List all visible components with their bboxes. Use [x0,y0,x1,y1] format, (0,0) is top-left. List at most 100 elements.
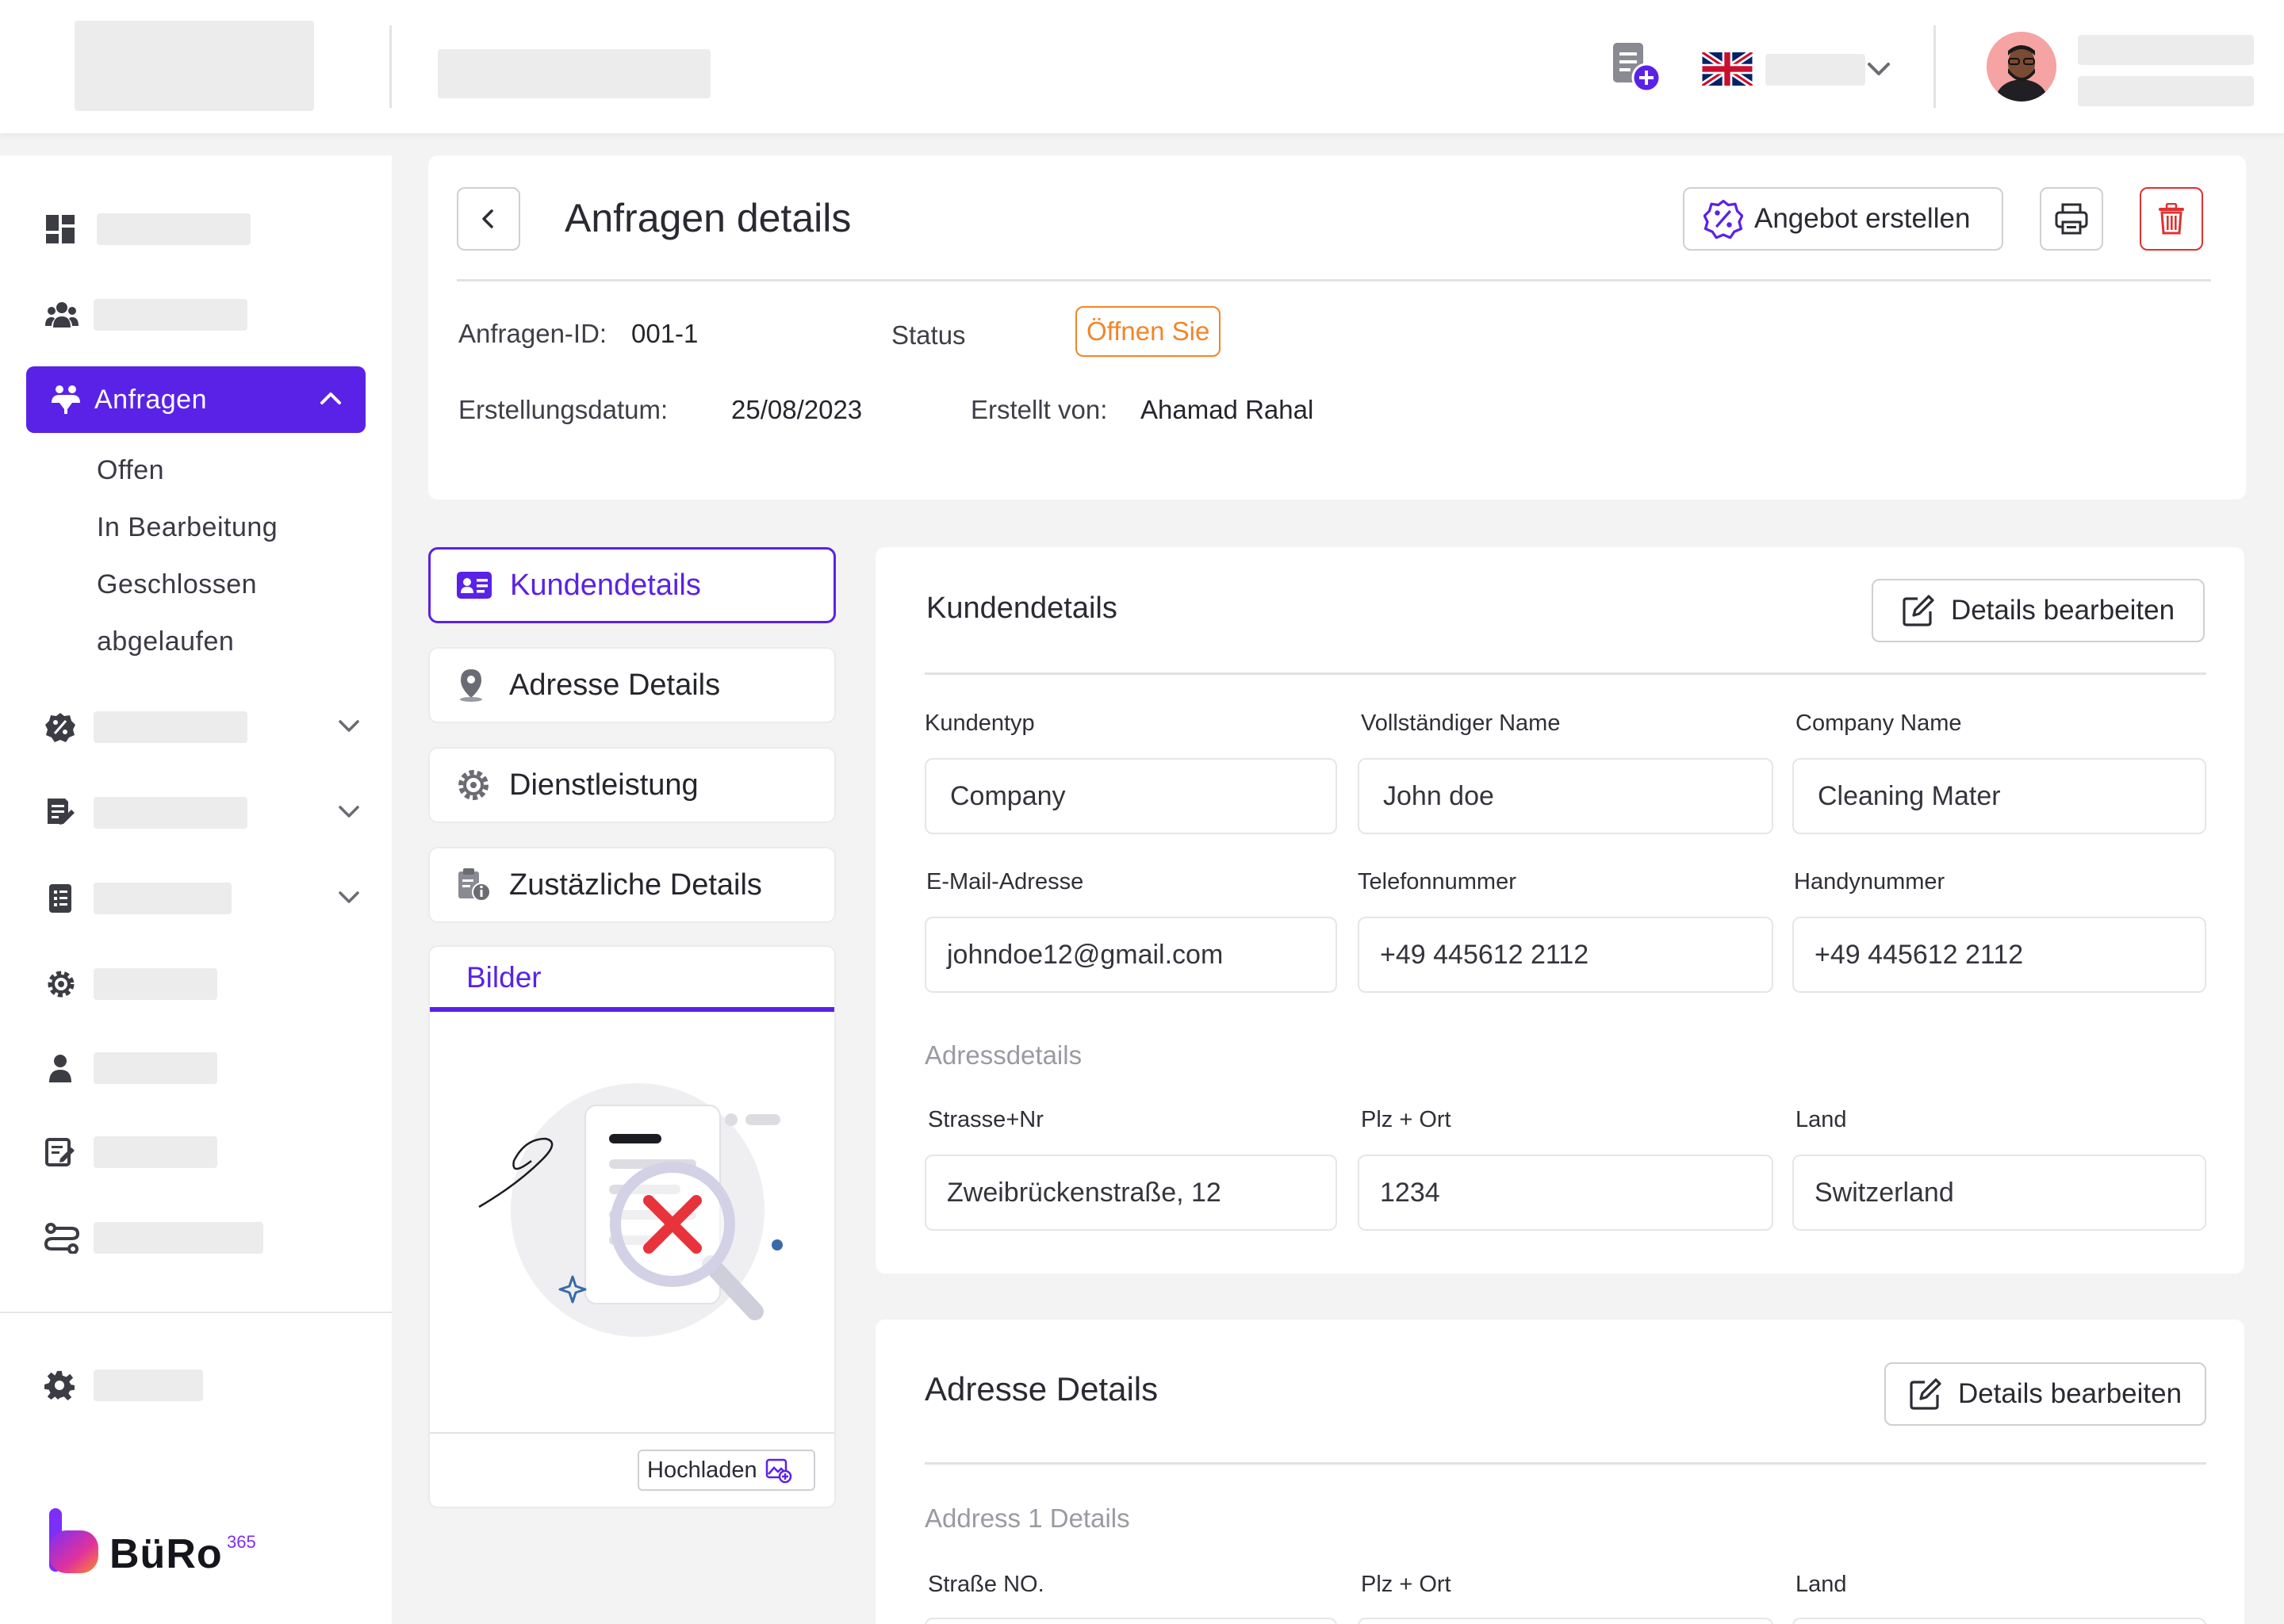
created-by-value: Ahamad Rahal [1140,395,1314,424]
sidebar-item-settings[interactable] [44,1358,362,1413]
language-selector[interactable] [1700,49,1894,89]
field-label: Strasse+Nr [928,1107,1044,1132]
sidebar-subitem-expired[interactable]: abgelaufen [97,626,235,657]
tab-label: Adresse Details [509,668,721,702]
sidebar-item-offers[interactable] [44,699,362,755]
address-subsection-title: Adressdetails [925,1040,1083,1070]
tab-label: Zustäzliche Details [509,868,762,902]
users-group-icon [44,301,86,329]
route-icon [44,1222,86,1254]
address-zip-field[interactable] [1358,1618,1773,1624]
id-card-icon [456,571,502,599]
zip-city-field[interactable]: 1234 [1358,1155,1773,1231]
user-role-placeholder [2078,76,2254,106]
sidebar-label-placeholder [94,1222,263,1254]
logo-superscript: 365 [227,1532,256,1552]
percent-badge-icon [1703,199,1743,239]
customer-details-card: Kundendetails Details bearbeiten Kundent… [876,547,2244,1274]
add-image-icon [765,1457,792,1484]
requests-icon [50,384,82,416]
service-gear-icon [44,967,86,1001]
created-by-label: Erstellt von: [971,395,1108,424]
mobile-field[interactable]: +49 445612 2112 [1792,917,2206,993]
sidebar-label-placeholder [94,299,247,331]
edit-icon [1909,1377,1942,1411]
phone-field[interactable]: +49 445612 2112 [1358,917,1773,993]
customer-type-field[interactable]: Company [925,758,1337,834]
sidebar-label-placeholder [94,968,217,1000]
invoice-icon [44,883,86,914]
sidebar-item-customers[interactable] [44,287,362,343]
sidebar-divider [0,1312,392,1313]
sidebar-item-employees[interactable] [44,1040,362,1096]
sidebar-subitem-in-progress[interactable]: In Bearbeitung [97,512,278,542]
request-id-value: 001-1 [631,319,699,348]
edit-label: Details bearbeiten [1950,595,2175,626]
address-street-field[interactable] [925,1618,1337,1624]
percent-badge-icon [44,711,86,743]
header-divider-right [1933,25,1936,108]
print-button[interactable] [2040,187,2103,251]
create-offer-label: Angebot erstellen [1754,203,1971,234]
images-title: Bilder [466,961,542,994]
chevron-down-icon [336,714,362,741]
sidebar-subitem-closed[interactable]: Geschlossen [97,569,258,599]
company-name-field[interactable]: Cleaning Mater [1792,758,2206,834]
created-date-value: 25/08/2023 [731,395,863,424]
sidebar-item-invoices[interactable] [44,871,362,926]
tab-additional-details[interactable]: Zustäzliche Details [428,847,836,923]
full-name-field[interactable]: John doe [1358,758,1773,834]
images-card: Bilder Hochladen [428,945,836,1508]
request-details-card: Anfragen details Angebot erstellen Anfra… [428,155,2246,500]
field-label: Kundentyp [925,710,1035,736]
avatar[interactable] [1987,32,2056,102]
chevron-down-icon [336,885,362,913]
logo-text: BüRo [109,1531,223,1577]
header-divider [389,25,392,108]
sidebar-subitem-open[interactable]: Offen [97,455,165,485]
field-label: Straße NO. [928,1572,1044,1597]
sidebar-item-requests[interactable]: Anfragen [26,366,366,433]
chevron-left-icon [477,207,500,231]
request-id-label: Anfragen-ID: [458,319,607,348]
field-label: Land [1795,1572,1847,1597]
address-divider [925,1462,2206,1465]
tab-services[interactable]: Dienstleistung [428,747,836,823]
address-details-card: Adresse Details Details bearbeiten Addre… [876,1320,2244,1624]
tab-address-details[interactable]: Adresse Details [428,647,836,723]
country-field[interactable]: Switzerland [1792,1155,2206,1231]
address-section-title: Adresse Details [925,1370,1159,1408]
sidebar-item-services[interactable] [44,956,362,1012]
sidebar-item-dashboard[interactable] [44,201,362,257]
delete-button[interactable] [2140,187,2203,251]
email-field[interactable]: johndoe12@gmail.com [925,917,1337,993]
field-label: Land [1795,1107,1847,1132]
sidebar-item-notes[interactable] [44,1124,362,1180]
street-field[interactable]: Zweibrückenstraße, 12 [925,1155,1337,1231]
tab-customer-details[interactable]: Kundendetails [428,547,836,623]
new-document-icon[interactable] [1610,41,1665,94]
field-label: Vollständiger Name [1361,710,1561,736]
sidebar-item-orders[interactable] [44,785,362,841]
page-title: Anfragen details [565,196,852,240]
notes-edit-icon [44,1136,86,1168]
sidebar-item-integrations[interactable] [44,1210,362,1266]
document-edit-icon [44,797,86,829]
sidebar: Anfragen Offen In Bearbeitung Geschlosse… [0,155,392,1624]
upload-button[interactable]: Hochladen [638,1450,815,1491]
field-label: Plz + Ort [1361,1107,1451,1132]
create-offer-button[interactable]: Angebot erstellen [1683,187,2003,251]
edit-customer-button[interactable]: Details bearbeiten [1872,579,2205,642]
location-pin-icon [455,668,501,703]
user-name-placeholder [2078,35,2254,65]
back-button[interactable] [457,187,520,251]
gear-icon [44,1369,86,1401]
status-badge: Öffnen Sie [1075,306,1221,357]
language-label-placeholder [1765,54,1865,86]
address-country-field[interactable] [1792,1618,2206,1624]
customer-section-title: Kundendetails [926,592,1117,625]
tab-label: Dienstleistung [509,768,699,802]
sidebar-label-placeholder [94,1052,217,1084]
field-label: Handynummer [1794,869,1945,894]
edit-address-button[interactable]: Details bearbeiten [1884,1362,2206,1426]
